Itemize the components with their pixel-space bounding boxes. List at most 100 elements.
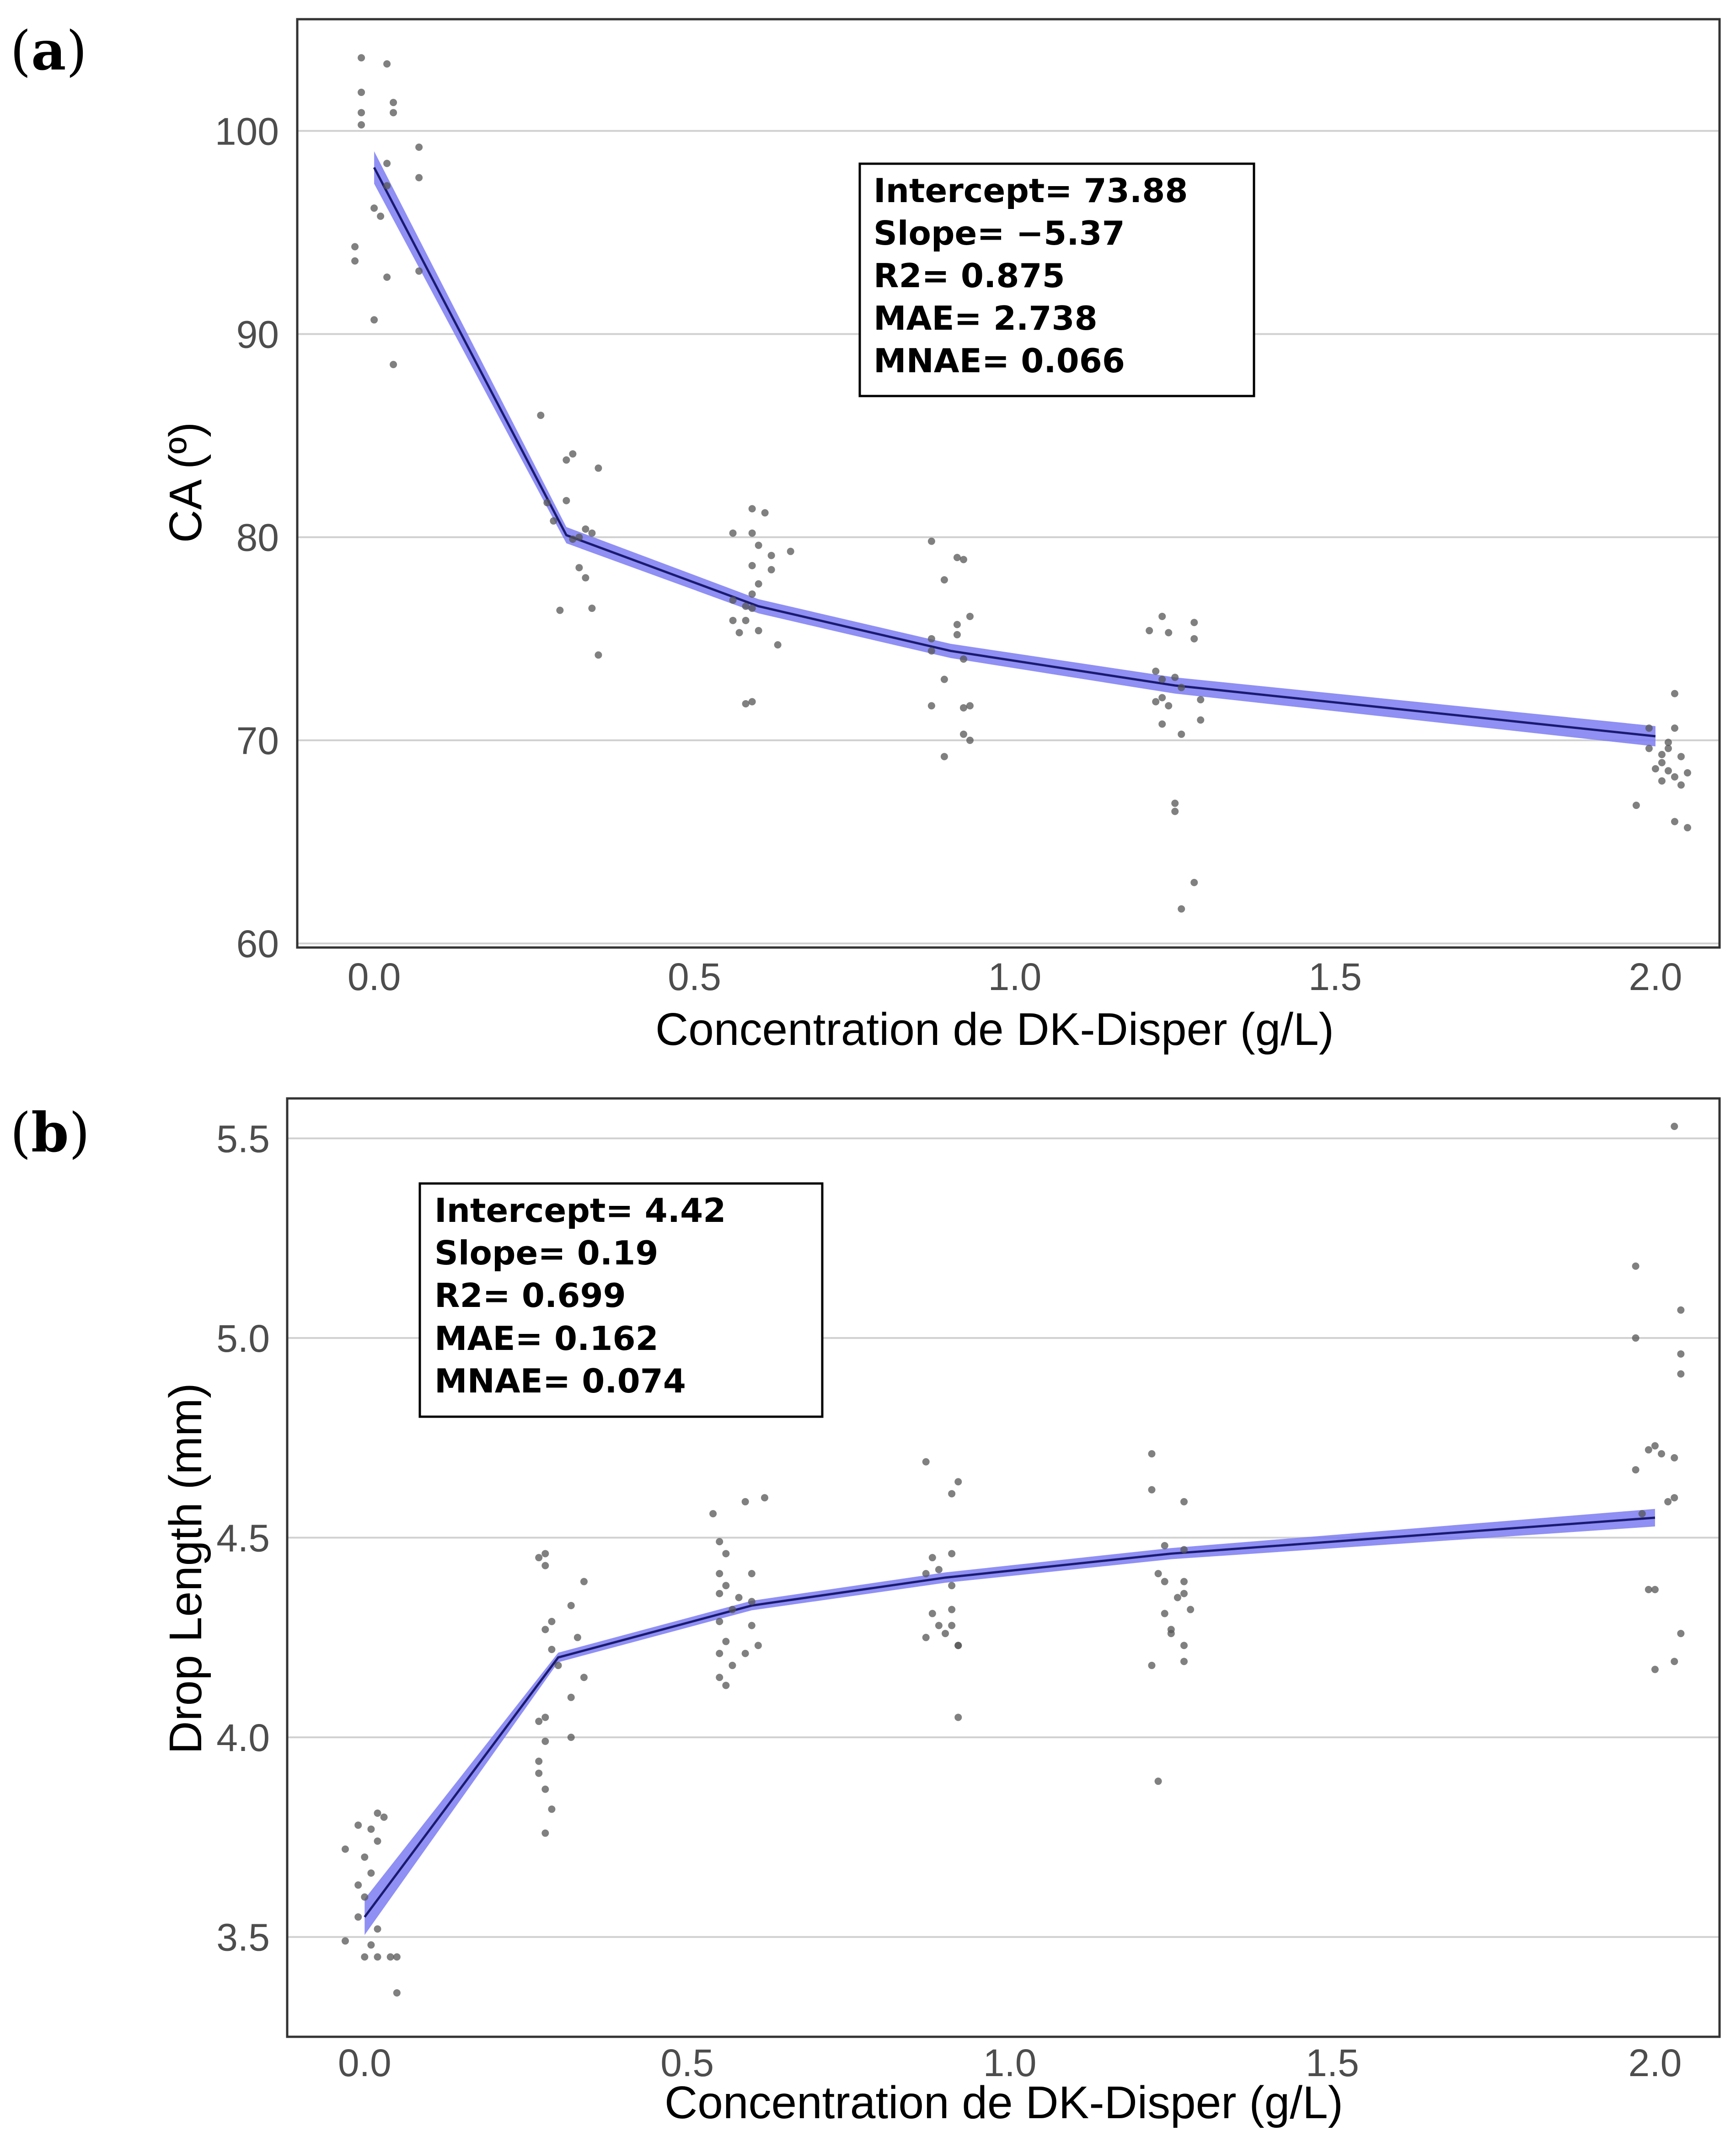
- panel-a-data-point: [940, 675, 948, 683]
- panel-a-data-point: [390, 361, 397, 369]
- panel-a-data-point: [1658, 759, 1666, 766]
- panel-a-data-point: [569, 535, 577, 543]
- panel-b-y-tick-label: 4.0: [216, 1716, 270, 1759]
- panel-a-data-point: [550, 517, 557, 525]
- panel-a-data-point: [415, 143, 423, 151]
- panel-b-y-tick-label: 5.5: [216, 1117, 270, 1160]
- panel-a-data-point: [588, 529, 596, 537]
- panel-b-data-point: [1651, 1665, 1659, 1673]
- panel-a-data-point: [1158, 720, 1166, 728]
- panel-a-data-point: [556, 606, 564, 614]
- panel-b-data-point: [942, 1630, 949, 1638]
- panel-b-data-point: [722, 1582, 730, 1590]
- panel-b-data-point: [722, 1681, 730, 1689]
- panel-a-data-point: [729, 616, 737, 624]
- panel-a-y-tick-labels: 60 70 80 90 100: [215, 110, 279, 965]
- panel-b-data-point: [1154, 1570, 1162, 1578]
- panel-a-data-point: [1190, 878, 1198, 886]
- panel-b-data-point: [380, 1813, 388, 1821]
- panel-a-data-point: [755, 541, 762, 549]
- panel-a-data-point: [767, 566, 775, 573]
- panel-b-data-point: [535, 1757, 543, 1765]
- panel-a-data-point: [588, 605, 596, 612]
- panel-b-data-point: [928, 1554, 936, 1562]
- panel-b-data-point: [541, 1737, 549, 1745]
- panel-a-x-tick-label: 1.0: [988, 955, 1042, 998]
- panel-b: (b) 3.5 4.0 4.5 5.0 5.5 0.0 0.5 1.0 1.5 2.0 Conc…: [10, 1097, 1721, 2128]
- panel-a-data-point: [742, 700, 750, 707]
- panel-b-data-point: [393, 1989, 401, 1997]
- panel-a-data-point: [742, 602, 750, 610]
- panel-b-data-point: [374, 1953, 381, 1961]
- panel-a-stat-mnae: MNAE= 0.066: [873, 342, 1125, 380]
- panel-b-data-point: [1180, 1546, 1188, 1553]
- panel-a-data-point: [748, 590, 756, 598]
- panel-a-data-point: [1664, 739, 1672, 746]
- panel-a-data-point: [927, 537, 935, 545]
- panel-b-fit-polyline: [364, 1516, 1656, 1918]
- panel-b-data-point: [1651, 1442, 1659, 1450]
- panel-b-x-tick-label: 0.5: [660, 2041, 714, 2084]
- panel-a-data-point: [1165, 629, 1173, 637]
- panel-b-data-point: [948, 1550, 956, 1558]
- panel-b-data-point: [361, 1893, 369, 1901]
- panel-b-data-point: [541, 1550, 549, 1558]
- panel-b-data-point: [535, 1718, 543, 1725]
- panel-a-data-point: [383, 273, 391, 281]
- panel-a-data-point: [1190, 635, 1198, 642]
- panel-b-y-tick-label: 3.5: [216, 1916, 270, 1959]
- panel-a-data-point: [575, 564, 583, 572]
- panel-a-data-point: [966, 736, 974, 744]
- panel-b-data-point: [1180, 1642, 1188, 1649]
- panel-a-data-point: [787, 547, 794, 555]
- panel-b-data-point: [1632, 1262, 1640, 1270]
- panel-b-x-tick-labels: 0.0 0.5 1.0 1.5 2.0: [338, 2041, 1682, 2084]
- panel-b-data-point: [729, 1606, 736, 1613]
- panel-b-data-point: [541, 1829, 549, 1837]
- panel-a-x-tick-label: 2.0: [1629, 955, 1682, 998]
- panel-a-data-point: [1171, 674, 1179, 681]
- panel-a-y-axis-title: CA (º): [160, 422, 211, 543]
- panel-a-x-tick-labels: 0.0 0.5 1.0 1.5 2.0: [348, 955, 1682, 998]
- panel-a-plot-frame: [296, 18, 1721, 949]
- panel-b-data-point: [754, 1642, 762, 1649]
- panel-a-data-point: [1197, 696, 1205, 704]
- panel-a-data-point: [1651, 765, 1659, 773]
- panel-a-data-point: [1677, 753, 1685, 760]
- panel-b-data-point: [1161, 1542, 1168, 1549]
- panel-b-y-tick-label: 4.5: [216, 1517, 270, 1560]
- panel-a-data-point: [729, 596, 737, 604]
- panel-a-stat-mae: MAE= 2.738: [873, 299, 1098, 337]
- panel-a-data-point: [735, 629, 743, 637]
- panel-a-label: (a): [10, 19, 87, 82]
- panel-b-data-point: [1180, 1658, 1188, 1665]
- panel-a-data-point: [1683, 769, 1691, 776]
- panel-a-data-point: [415, 174, 423, 182]
- panel-a-data-point: [351, 243, 359, 251]
- panel-b-data-point: [1677, 1350, 1685, 1358]
- panel-b-stat-intercept: Intercept= 4.42: [434, 1191, 726, 1230]
- panel-a-data-point: [1671, 690, 1678, 697]
- panel-a-data-point: [543, 499, 551, 507]
- panel-a-data-point: [748, 505, 756, 513]
- panel-b-data-point: [535, 1769, 543, 1777]
- panel-a-data-point: [1165, 702, 1173, 710]
- panel-b-data-point: [748, 1622, 755, 1629]
- panel-b-data-point: [386, 1953, 394, 1961]
- panel-a-stat-intercept: Intercept= 73.88: [873, 171, 1188, 210]
- panel-b-plot-frame: [286, 1097, 1721, 2038]
- panel-a-data-point: [370, 204, 378, 212]
- panel-b-fit-line: [364, 1516, 1656, 1918]
- panel-a-data-point: [390, 99, 397, 107]
- panel-b-data-point: [935, 1622, 943, 1629]
- panel-a-data-point: [755, 627, 762, 635]
- panel-a-data-point: [595, 464, 602, 472]
- panel-a-data-point: [351, 257, 359, 265]
- panel-a-data-point: [927, 635, 935, 642]
- panel-a-data-point: [1178, 905, 1185, 913]
- panel-b-data-point: [354, 1913, 362, 1921]
- panel-b-data-point: [541, 1562, 549, 1569]
- panel-b-stat-mae: MAE= 0.162: [434, 1319, 659, 1358]
- panel-b-data-point: [722, 1638, 730, 1645]
- panel-a-data-point: [1158, 612, 1166, 620]
